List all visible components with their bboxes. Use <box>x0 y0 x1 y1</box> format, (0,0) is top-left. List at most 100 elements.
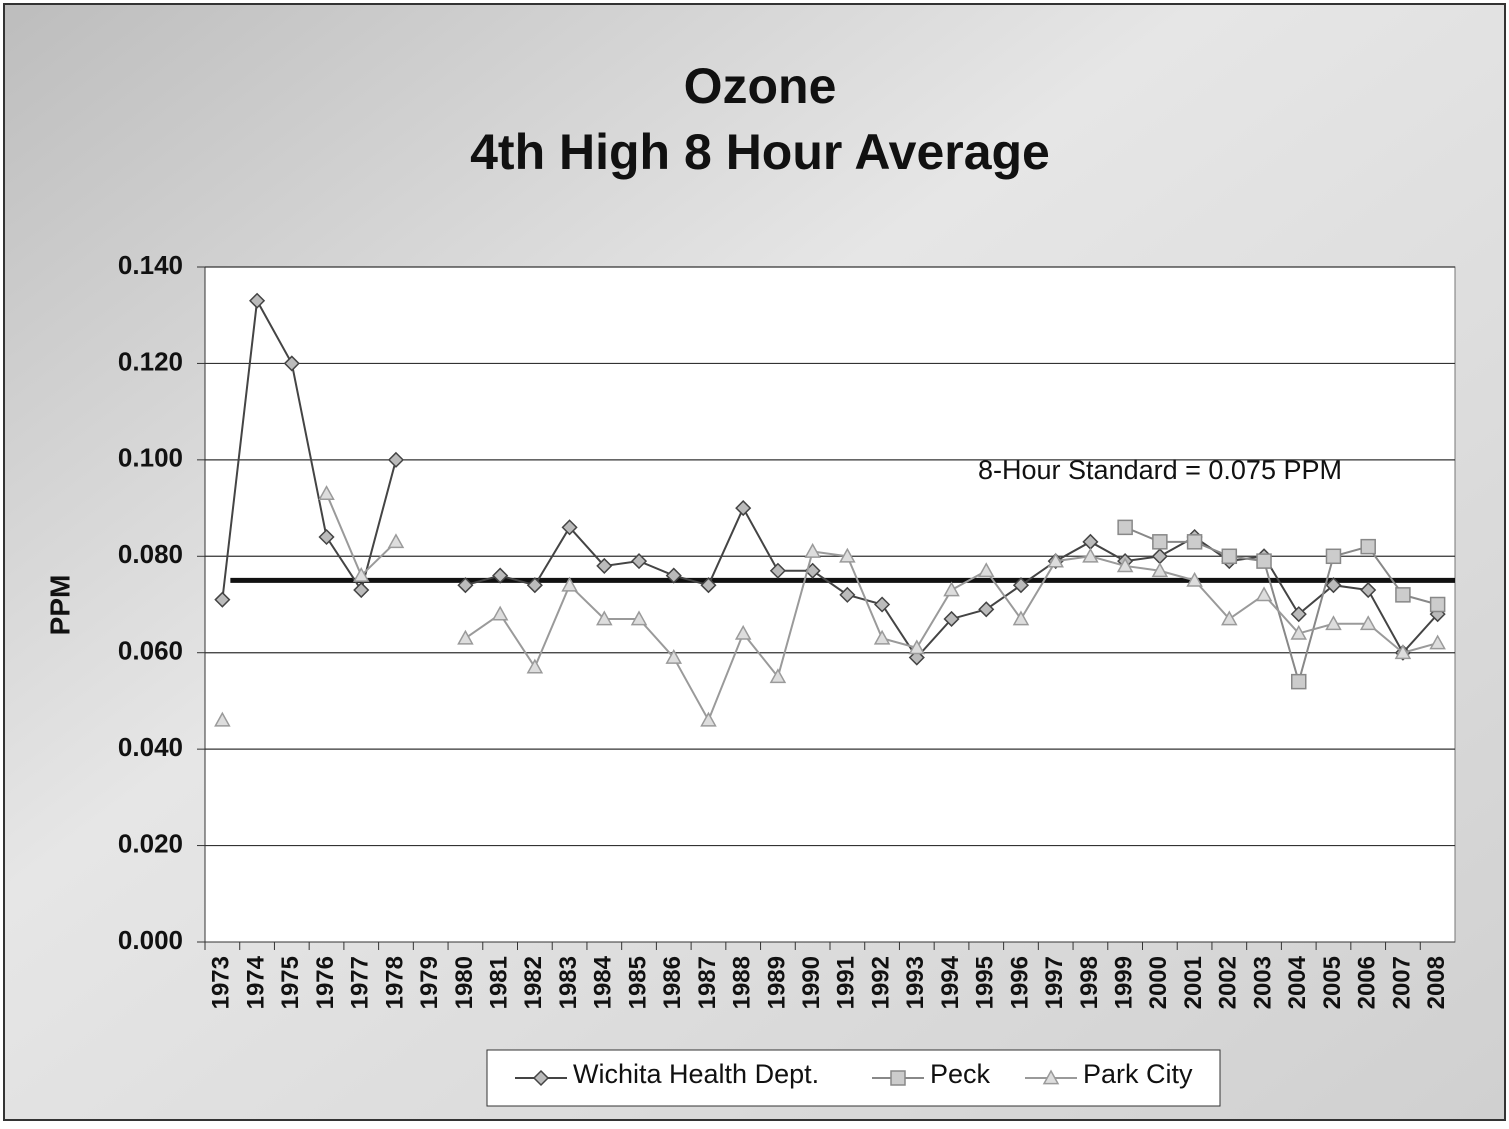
y-tick-label: 0.020 <box>118 828 183 858</box>
data-point <box>943 610 960 628</box>
x-tick-label: 2004 <box>1284 955 1311 1009</box>
data-point <box>1290 606 1307 623</box>
data-point <box>735 500 752 517</box>
y-tick-label: 0.140 <box>118 250 183 280</box>
x-tick-label: 2005 <box>1319 956 1346 1009</box>
y-tick-label: 0.040 <box>118 732 183 762</box>
data-point <box>214 591 231 608</box>
data-point <box>839 547 856 563</box>
legend-marker <box>532 1069 550 1087</box>
data-point <box>353 581 370 599</box>
data-point <box>839 586 856 603</box>
x-tick-label: 1974 <box>242 955 269 1009</box>
x-tick-label: 1990 <box>798 956 825 1009</box>
data-point <box>249 292 266 309</box>
legend-label: Park City <box>1083 1059 1193 1089</box>
data-point <box>492 567 509 584</box>
data-point <box>1116 557 1134 573</box>
x-tick-label: 1998 <box>1076 956 1103 1009</box>
data-point <box>318 528 335 546</box>
x-tick-label: 1989 <box>763 956 790 1009</box>
data-point <box>630 610 648 626</box>
x-tick-label: 1977 <box>347 956 374 1009</box>
data-point <box>804 542 821 558</box>
data-point <box>908 639 926 655</box>
x-tick-label: 1984 <box>590 955 617 1009</box>
data-point <box>561 519 578 536</box>
x-tick-label: 1985 <box>624 956 651 1009</box>
x-tick-label: 2006 <box>1354 956 1381 1009</box>
data-point <box>1290 624 1308 640</box>
data-point <box>1359 615 1377 631</box>
data-point <box>318 485 335 500</box>
x-tick-label: 1997 <box>1041 956 1068 1009</box>
data-point <box>1047 552 1064 568</box>
x-tick-label: 1995 <box>972 956 999 1009</box>
data-point <box>665 648 683 664</box>
x-tick-label: 1983 <box>555 956 582 1009</box>
data-point <box>1255 586 1273 602</box>
x-tick-label: 2007 <box>1388 956 1415 1009</box>
data-point <box>457 629 474 645</box>
x-tick-label: 1991 <box>833 956 860 1009</box>
data-point <box>1221 548 1238 565</box>
plot-area <box>204 266 1456 943</box>
data-point <box>1291 673 1307 690</box>
y-tick-label: 0.060 <box>118 636 183 666</box>
x-tick-label: 1996 <box>1006 956 1033 1009</box>
data-point <box>561 576 578 592</box>
legend-marker <box>890 1070 906 1086</box>
y-tick-label: 0.000 <box>118 925 183 955</box>
data-point <box>457 577 474 594</box>
data-point <box>387 451 405 468</box>
data-point <box>596 610 613 626</box>
data-point <box>1360 538 1376 555</box>
data-point <box>387 533 405 549</box>
legend-marker <box>1042 1069 1060 1085</box>
data-point <box>977 562 995 578</box>
data-point <box>1256 553 1272 569</box>
data-point <box>214 711 231 727</box>
data-point <box>352 567 370 582</box>
x-tick-label: 1975 <box>277 956 304 1009</box>
data-point <box>978 601 995 618</box>
x-tick-label: 1979 <box>416 956 443 1009</box>
x-tick-label: 1988 <box>729 956 756 1009</box>
data-point <box>596 557 613 574</box>
x-tick-label: 2001 <box>1180 956 1207 1009</box>
x-tick-label: 1980 <box>451 956 478 1009</box>
data-point <box>1082 547 1099 563</box>
data-point <box>1151 562 1169 578</box>
data-point <box>769 668 787 684</box>
y-axis-label: PPM <box>44 575 75 636</box>
x-tick-label: 2008 <box>1423 956 1450 1009</box>
data-point <box>873 629 891 645</box>
y-tick-label: 0.120 <box>118 346 183 376</box>
x-tick-label: 1982 <box>520 956 547 1009</box>
data-point <box>526 658 544 674</box>
data-point <box>1325 615 1342 631</box>
data-point <box>665 567 682 584</box>
data-point <box>1395 587 1411 603</box>
x-tick-label: 1973 <box>208 956 235 1009</box>
legend-label: Wichita Health Dept. <box>573 1059 819 1089</box>
data-point <box>1012 610 1030 626</box>
data-point <box>1360 581 1377 599</box>
data-point <box>1186 571 1203 587</box>
data-point <box>1325 577 1342 594</box>
x-tick-label: 1986 <box>659 956 686 1009</box>
data-point <box>1221 610 1238 626</box>
data-point <box>769 562 786 579</box>
data-point <box>491 605 509 621</box>
data-point <box>1186 534 1203 550</box>
data-point <box>700 711 717 727</box>
data-point <box>1325 548 1342 565</box>
x-tick-label: 1993 <box>902 956 929 1009</box>
x-tick-label: 1981 <box>485 956 512 1009</box>
data-point <box>283 355 300 372</box>
data-point <box>1429 596 1446 613</box>
y-tick-label: 0.100 <box>118 443 183 473</box>
data-point <box>526 577 543 594</box>
data-point <box>1394 644 1412 660</box>
